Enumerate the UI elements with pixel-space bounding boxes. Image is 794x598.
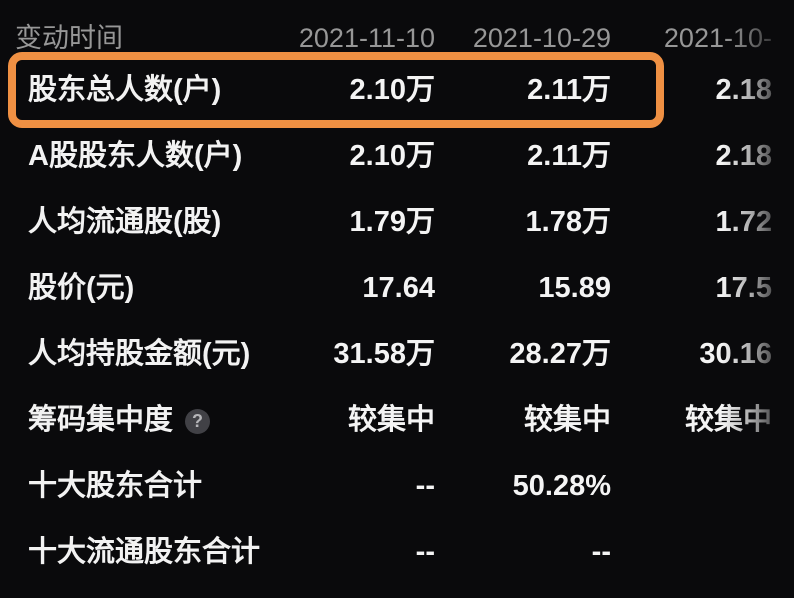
table-row-top10-float-holders-total: 十大流通股东合计 -- -- bbox=[0, 519, 794, 585]
table-body: 股东总人数(户) 2.10万 2.11万 2.18 A股股东人数(户) 2.10… bbox=[0, 57, 794, 585]
row-label: 筹码集中度? bbox=[28, 387, 211, 453]
row-label-text: 筹码集中度 bbox=[28, 404, 174, 436]
cell-value: 2.11万 bbox=[527, 74, 611, 106]
row-label: 十大流通股东合计 bbox=[28, 536, 261, 568]
table-row-total-shareholders: 股东总人数(户) 2.10万 2.11万 2.18 bbox=[0, 57, 794, 123]
cell-value-clipped: 17.5 bbox=[715, 272, 772, 304]
header-date-col3-clipped: 2021-10- bbox=[663, 23, 772, 53]
table-row-avg-float-shares: 人均流通股(股) 1.79万 1.78万 1.72 bbox=[0, 189, 794, 255]
cell-value: 50.28% bbox=[512, 470, 611, 502]
cell-value: -- bbox=[415, 536, 435, 568]
cell-value: 1.78万 bbox=[525, 206, 611, 238]
table-row-a-share-holders: A股股东人数(户) 2.10万 2.11万 2.18 bbox=[0, 123, 794, 189]
cell-value: 15.89 bbox=[538, 272, 611, 304]
table-row-top10-holders-total: 十大股东合计 -- 50.28% bbox=[0, 453, 794, 519]
table-row-share-price: 股价(元) 17.64 15.89 17.5 bbox=[0, 255, 794, 321]
cell-value: 31.58万 bbox=[333, 338, 435, 370]
cell-value: 较集中 bbox=[347, 404, 435, 436]
row-label: 股价(元) bbox=[28, 272, 135, 304]
header-date-col2: 2021-10-29 bbox=[472, 23, 611, 53]
cell-value: 2.10万 bbox=[349, 74, 435, 106]
cell-value: 1.79万 bbox=[349, 206, 435, 238]
row-label: 人均流通股(股) bbox=[28, 206, 222, 238]
cell-value-clipped: 30.16 bbox=[699, 338, 772, 370]
row-label: 十大股东合计 bbox=[28, 470, 203, 502]
row-label: 股东总人数(户) bbox=[28, 74, 222, 106]
cell-value-clipped: 2.18 bbox=[715, 74, 772, 106]
table-row-chip-concentration: 筹码集中度? 较集中 较集中 较集中 bbox=[0, 387, 794, 453]
help-icon[interactable]: ? bbox=[185, 409, 211, 434]
table-header-row: 变动时间 2021-11-10 2021-10-29 2021-10- bbox=[0, 18, 794, 58]
cell-value-clipped: 较集中 bbox=[684, 404, 772, 436]
cell-value: 较集中 bbox=[523, 404, 611, 436]
table-row-avg-holding-value: 人均持股金额(元) 31.58万 28.27万 30.16 bbox=[0, 321, 794, 387]
cell-value: 2.11万 bbox=[527, 140, 611, 172]
row-label: 人均持股金额(元) bbox=[28, 338, 251, 370]
cell-value: 17.64 bbox=[362, 272, 435, 304]
header-change-time-label: 变动时间 bbox=[15, 23, 123, 53]
cell-value: 28.27万 bbox=[509, 338, 611, 370]
cell-value: -- bbox=[415, 470, 435, 502]
row-label: A股股东人数(户) bbox=[28, 140, 243, 172]
cell-value-clipped: 1.72 bbox=[715, 206, 772, 238]
header-date-col1: 2021-11-10 bbox=[298, 23, 435, 53]
cell-value: -- bbox=[591, 536, 611, 568]
cell-value-clipped: 2.18 bbox=[715, 140, 772, 172]
cell-value: 2.10万 bbox=[349, 140, 435, 172]
